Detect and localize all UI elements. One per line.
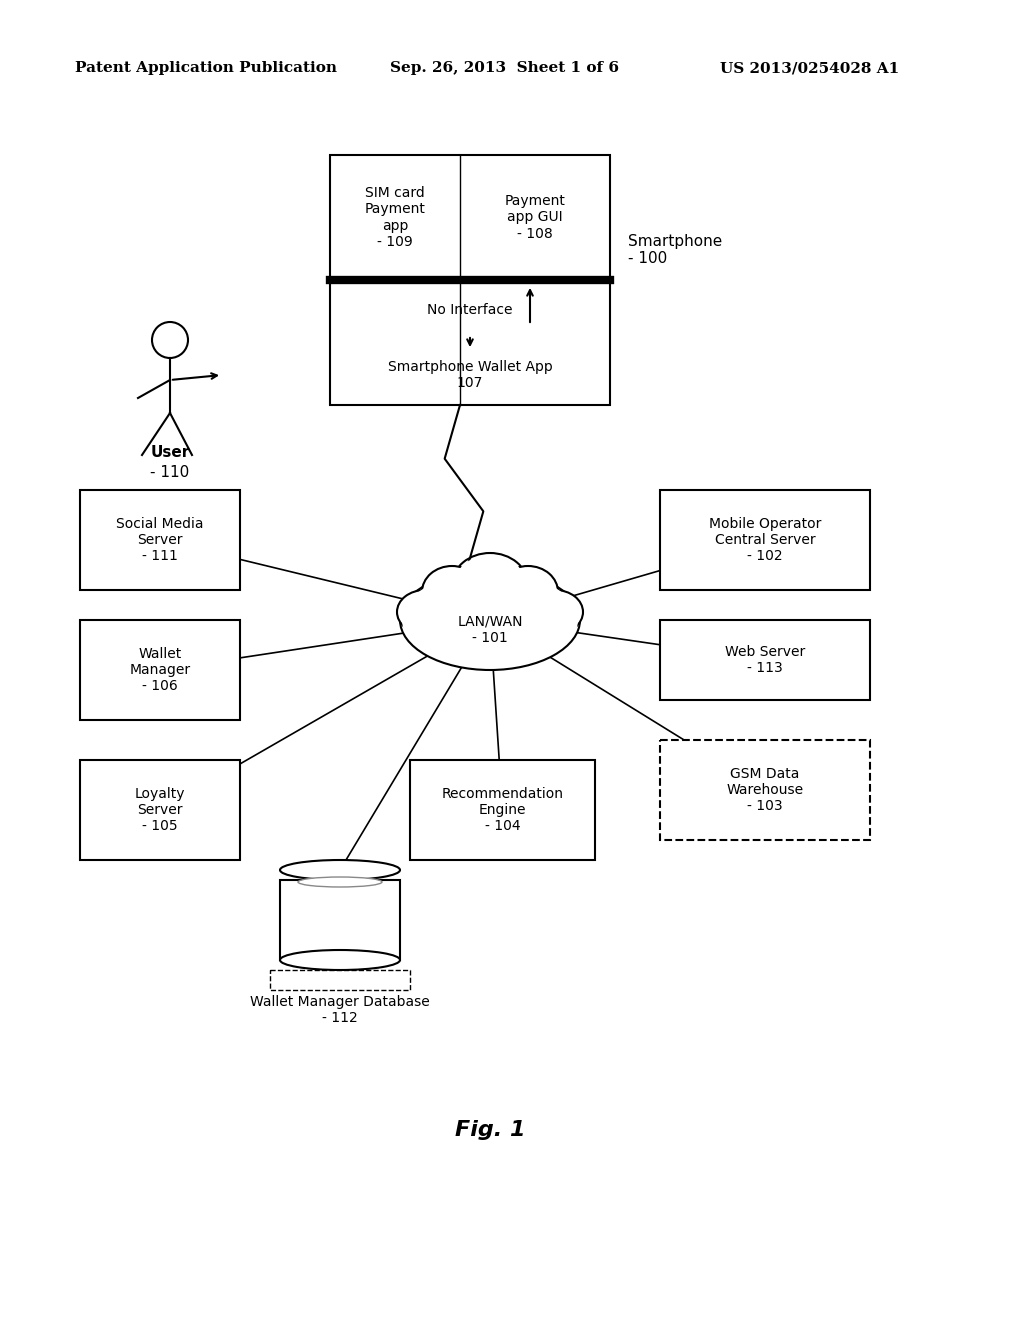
Text: Wallet Manager Database
- 112: Wallet Manager Database - 112 (250, 995, 430, 1026)
Ellipse shape (280, 861, 400, 880)
Text: US 2013/0254028 A1: US 2013/0254028 A1 (720, 61, 899, 75)
Text: Patent Application Publication: Patent Application Publication (75, 61, 337, 75)
Text: Payment
app GUI
- 108: Payment app GUI - 108 (505, 194, 565, 240)
Ellipse shape (422, 566, 482, 618)
Ellipse shape (452, 553, 528, 616)
Bar (410, 760, 595, 861)
Ellipse shape (402, 572, 578, 668)
Ellipse shape (500, 568, 556, 616)
Text: Sep. 26, 2013  Sheet 1 of 6: Sep. 26, 2013 Sheet 1 of 6 (390, 61, 618, 75)
Ellipse shape (280, 950, 400, 970)
Text: LAN/WAN
- 101: LAN/WAN - 101 (458, 615, 522, 645)
Text: GSM Data
Warehouse
- 103: GSM Data Warehouse - 103 (726, 767, 804, 813)
Text: - 110: - 110 (151, 465, 189, 480)
Ellipse shape (424, 568, 480, 616)
Text: Recommendation
Engine
- 104: Recommendation Engine - 104 (441, 787, 563, 833)
Ellipse shape (498, 566, 558, 618)
Bar (330, 154, 610, 405)
Bar (280, 880, 400, 960)
Text: SIM card
Payment
app
- 109: SIM card Payment app - 109 (365, 186, 425, 248)
Text: No Interface: No Interface (427, 304, 513, 317)
Text: Mobile Operator
Central Server
- 102: Mobile Operator Central Server - 102 (709, 517, 821, 564)
Ellipse shape (298, 876, 382, 887)
Text: Social Media
Server
- 111: Social Media Server - 111 (117, 517, 204, 564)
Bar (660, 490, 870, 590)
Circle shape (152, 322, 188, 358)
Bar (80, 490, 240, 590)
Bar (660, 620, 870, 700)
Text: Smartphone Wallet App
107: Smartphone Wallet App 107 (388, 360, 552, 391)
Ellipse shape (527, 590, 583, 634)
Bar (80, 620, 240, 719)
Text: Loyalty
Server
- 105: Loyalty Server - 105 (135, 787, 185, 833)
Text: Wallet
Manager
- 106: Wallet Manager - 106 (129, 647, 190, 693)
Ellipse shape (399, 591, 451, 632)
Ellipse shape (397, 590, 453, 634)
Text: Smartphone
- 100: Smartphone - 100 (628, 234, 722, 267)
Text: Web Server
- 113: Web Server - 113 (725, 645, 805, 675)
Ellipse shape (454, 554, 526, 615)
Bar (270, 970, 410, 990)
Bar (660, 741, 870, 840)
Ellipse shape (400, 570, 580, 671)
Bar (80, 760, 240, 861)
Ellipse shape (529, 591, 581, 632)
Text: User: User (151, 445, 189, 459)
Text: Fig. 1: Fig. 1 (455, 1119, 525, 1140)
